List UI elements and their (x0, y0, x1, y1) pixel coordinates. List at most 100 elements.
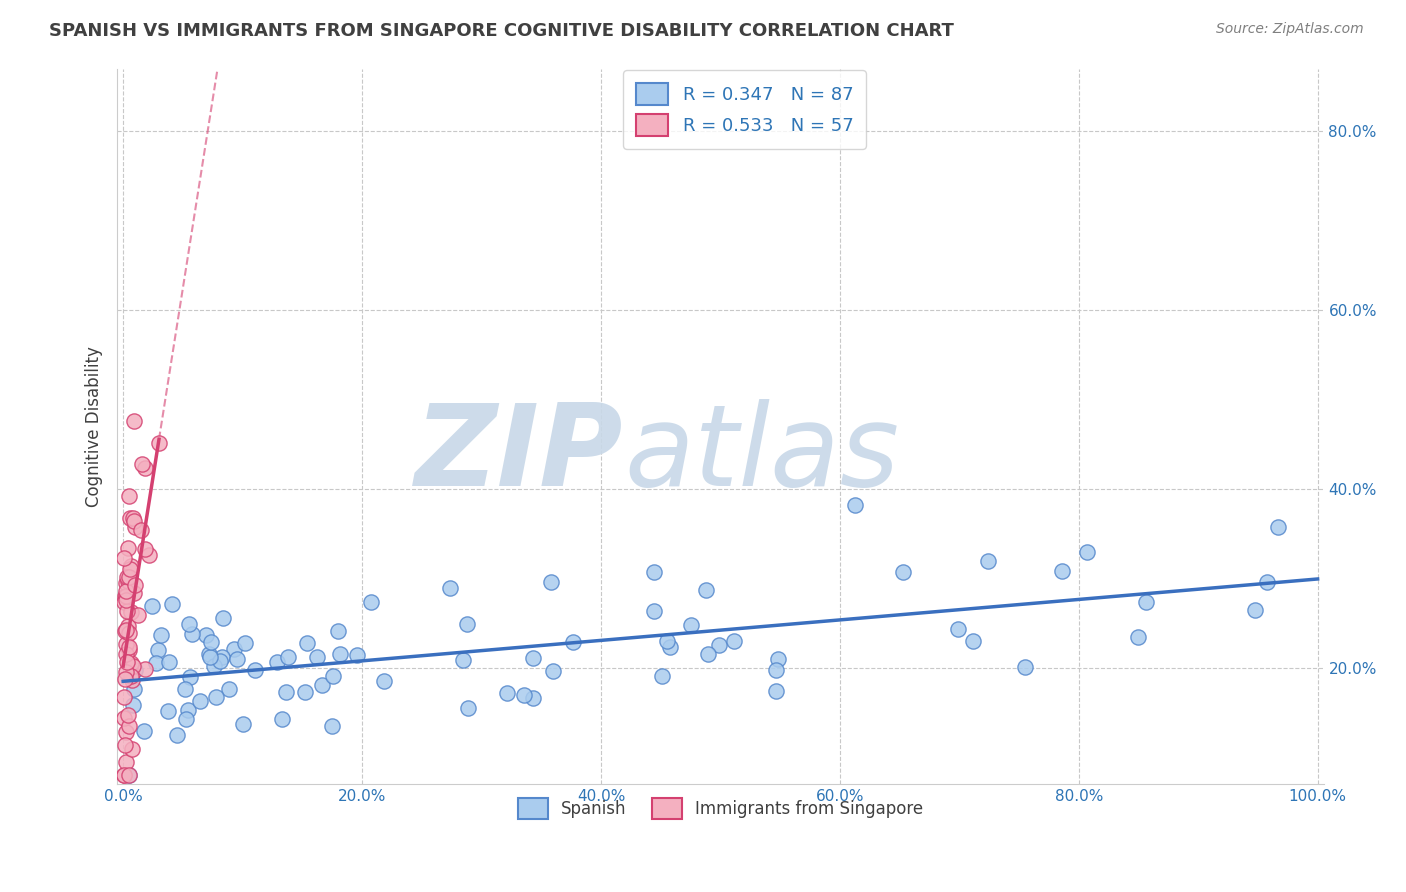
Point (118, 768, 141, 782)
Point (1256, 575, 1278, 590)
Point (200, 635, 222, 649)
Point (141, 599, 163, 613)
Point (765, 684, 787, 698)
Point (112, 595, 135, 609)
Point (120, 558, 142, 573)
Point (146, 643, 169, 657)
Point (243, 663, 266, 677)
Point (112, 690, 135, 705)
Point (115, 605, 138, 619)
Point (134, 541, 156, 556)
Point (328, 624, 350, 639)
Point (297, 636, 319, 650)
Point (561, 634, 583, 648)
Point (179, 670, 201, 684)
Point (112, 711, 135, 725)
Point (322, 668, 344, 682)
Text: ZIP: ZIP (415, 400, 624, 510)
Point (117, 541, 139, 555)
Point (124, 586, 146, 600)
Point (1135, 595, 1157, 609)
Point (541, 664, 564, 678)
Point (118, 511, 141, 525)
Point (457, 700, 479, 714)
Point (121, 741, 143, 756)
Point (122, 658, 145, 673)
Point (311, 678, 333, 692)
Point (891, 566, 914, 580)
Point (723, 634, 745, 648)
Point (124, 663, 146, 677)
Point (946, 622, 969, 636)
Point (1267, 520, 1289, 534)
Point (122, 681, 145, 696)
Point (118, 719, 141, 733)
Point (1126, 631, 1149, 645)
Point (118, 570, 141, 584)
Point (198, 647, 221, 661)
Point (114, 624, 136, 639)
Point (513, 688, 536, 702)
Point (179, 617, 201, 632)
Point (114, 590, 136, 604)
Point (122, 510, 145, 524)
Point (373, 674, 395, 689)
Point (114, 768, 136, 782)
Point (522, 690, 544, 705)
Point (148, 436, 170, 450)
Point (194, 628, 217, 642)
Point (114, 738, 136, 752)
Point (659, 640, 682, 655)
Point (114, 593, 136, 607)
Point (962, 634, 984, 648)
Point (329, 647, 352, 661)
Point (166, 728, 188, 742)
Point (124, 520, 146, 534)
Point (117, 619, 139, 633)
Point (321, 719, 343, 733)
Point (138, 548, 160, 562)
Point (211, 611, 233, 625)
Point (697, 647, 720, 661)
Y-axis label: Cognitive Disability: Cognitive Disability (86, 346, 103, 507)
Point (174, 712, 197, 726)
Point (495, 685, 517, 699)
Point (270, 712, 292, 726)
Text: Source: ZipAtlas.com: Source: ZipAtlas.com (1216, 22, 1364, 37)
Point (127, 607, 149, 622)
Point (156, 704, 179, 718)
Point (211, 650, 233, 665)
Point (707, 638, 730, 652)
Point (1014, 660, 1036, 674)
Point (122, 414, 145, 428)
Point (132, 723, 155, 738)
Point (655, 634, 678, 648)
Point (766, 652, 789, 666)
Point (451, 652, 474, 666)
Point (115, 636, 138, 650)
Point (122, 698, 145, 712)
Point (118, 626, 141, 640)
Point (114, 672, 136, 686)
Point (205, 690, 228, 705)
Point (1076, 545, 1098, 559)
Point (208, 654, 231, 668)
Point (121, 673, 143, 687)
Point (540, 574, 562, 589)
Point (202, 658, 225, 673)
Point (114, 589, 136, 603)
Point (115, 583, 138, 598)
Point (439, 581, 461, 595)
Point (681, 617, 703, 632)
Point (180, 627, 202, 641)
Point (160, 597, 183, 611)
Point (277, 650, 299, 665)
Text: SPANISH VS IMMIGRANTS FROM SINGAPORE COGNITIVE DISABILITY CORRELATION CHART: SPANISH VS IMMIGRANTS FROM SINGAPORE COG… (49, 22, 955, 40)
Point (173, 681, 195, 696)
Point (346, 648, 368, 662)
Point (149, 628, 172, 642)
Point (129, 523, 152, 537)
Point (118, 642, 141, 657)
Point (233, 636, 256, 650)
Point (120, 561, 142, 575)
